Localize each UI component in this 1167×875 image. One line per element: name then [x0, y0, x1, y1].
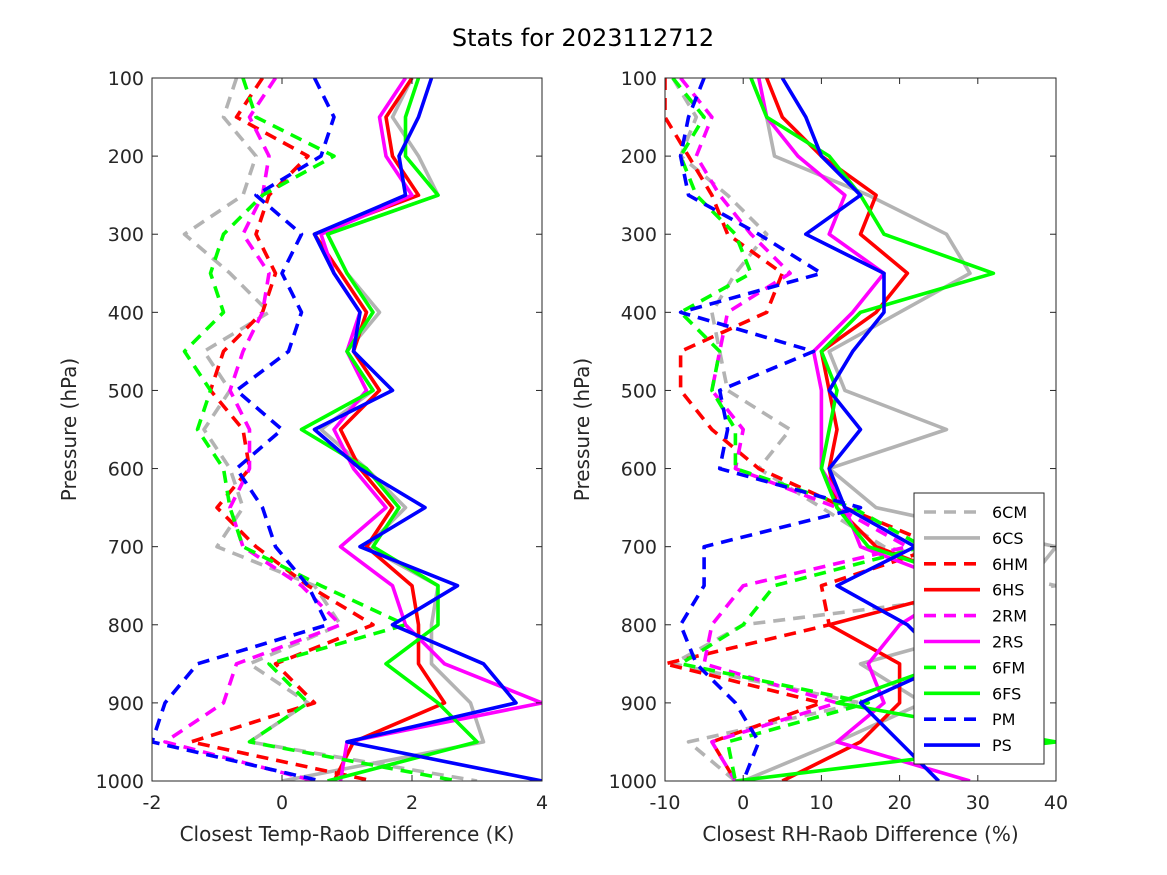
series-line-6hs: [312, 78, 447, 781]
legend-label: 6CS: [992, 529, 1024, 548]
axes-frame: [151, 77, 543, 782]
panels: -2 0 2 41002003004005006007008009001000Clos…: [57, 68, 1068, 846]
legend-label: 6FM: [992, 658, 1025, 677]
series-line-6fm: [182, 78, 458, 781]
x-tick-label: 0: [276, 792, 288, 814]
x-tick-label: 4: [536, 792, 548, 814]
x-tick-label: -2: [143, 792, 162, 814]
y-tick-label: 700: [108, 537, 144, 559]
series-line-6cm: [670, 78, 1056, 781]
x-tick-label: 20: [888, 792, 912, 814]
series-line-6fs: [299, 78, 479, 781]
series-line-6cs: [742, 78, 1056, 781]
y-tick-label: 400: [621, 302, 657, 324]
x-tick-label: 2: [406, 792, 418, 814]
legend-entry-6cs: 6CS: [924, 529, 1024, 548]
legend-label: 2RS: [992, 633, 1023, 652]
legend-label: PM: [992, 710, 1015, 729]
series-line-6hm: [189, 78, 375, 781]
y-tick-label: 400: [108, 302, 144, 324]
y-axis-label: Pressure (hPa): [570, 358, 594, 501]
axes-frame: [664, 77, 1057, 782]
y-tick-label: 900: [108, 693, 144, 715]
legend-box: [913, 492, 1045, 765]
series-line-2rm: [679, 78, 910, 781]
series-line-6hs: [765, 78, 980, 781]
legend-entry-6hm: 6HM: [924, 555, 1028, 574]
y-tick-label: 600: [621, 459, 657, 481]
legend-entry-pm: PM: [924, 710, 1015, 729]
legend-label: 6HS: [992, 581, 1024, 600]
x-tick-label: 0: [737, 792, 749, 814]
panel-1: -2 0 2 4 100 200 300 400 500 600 700 800 900 1000 Clos…: [57, 68, 548, 846]
y-tick-label: 100: [621, 68, 657, 90]
legend-entry-6cm: 6CM: [924, 503, 1027, 522]
legend-label: 6CM: [992, 503, 1027, 522]
y-tick-label: 300: [108, 224, 144, 246]
legend-entry-ps: PS: [924, 736, 1012, 755]
series-group: [152, 78, 542, 781]
y-tick-label: 700: [621, 537, 657, 559]
legend-label: 6FS: [992, 684, 1021, 703]
y-tick-label: 1000: [609, 771, 657, 793]
y-axis-label: Pressure (hPa): [57, 358, 81, 501]
legend-entry-2rs: 2RS: [924, 633, 1023, 652]
legend-entry-6fm: 6FM: [924, 658, 1025, 677]
y-tick-label: 800: [621, 615, 657, 637]
x-tick-label: -10: [649, 792, 680, 814]
x-tick-label: 10: [809, 792, 833, 814]
plot-area: [152, 78, 542, 781]
legend: 6CM 6CS 6HM 6HS 2RM 2RS 6FM 6FS PM PS: [913, 492, 1045, 765]
series-line-2rs: [319, 78, 542, 781]
x-axis-label: Closest Temp-Raob Difference (K): [180, 822, 515, 846]
series-line-6cm: [182, 78, 478, 781]
x-tick-label: 40: [1044, 792, 1068, 814]
y-tick-label: 300: [621, 224, 657, 246]
legend-entry-6hs: 6HS: [924, 581, 1024, 600]
y-tick-label: 100: [108, 68, 144, 90]
y-tick-label: 600: [108, 459, 144, 481]
y-tick-label: 900: [621, 693, 657, 715]
legend-label: PS: [992, 736, 1012, 755]
x-tick-label: 30: [966, 792, 990, 814]
y-tick-label: 200: [108, 146, 144, 168]
series-line-pm: [678, 78, 863, 781]
series-line-ps: [312, 78, 542, 781]
series-line-2rs: [757, 78, 971, 781]
series-line-pm: [152, 78, 336, 781]
figure-title: Stats for 2023112712: [452, 24, 714, 52]
y-tick-label: 1000: [96, 771, 144, 793]
y-tick-label: 800: [108, 615, 144, 637]
legend-entry-2rm: 2RM: [924, 607, 1027, 626]
y-tick-label: 500: [108, 380, 144, 402]
legend-entry-6fs: 6FS: [924, 684, 1021, 703]
y-tick-label: 500: [621, 380, 657, 402]
y-tick-label: 200: [621, 146, 657, 168]
panel-2: -10 0 10 20 30 40 100 200 300 400 500 600 700 800 900 1…: [570, 68, 1068, 846]
legend-label: 6HM: [992, 555, 1028, 574]
legend-label: 2RM: [992, 607, 1027, 626]
series-line-6hm: [665, 78, 941, 781]
x-axis-label: Closest RH-Raob Difference (%): [702, 822, 1018, 846]
